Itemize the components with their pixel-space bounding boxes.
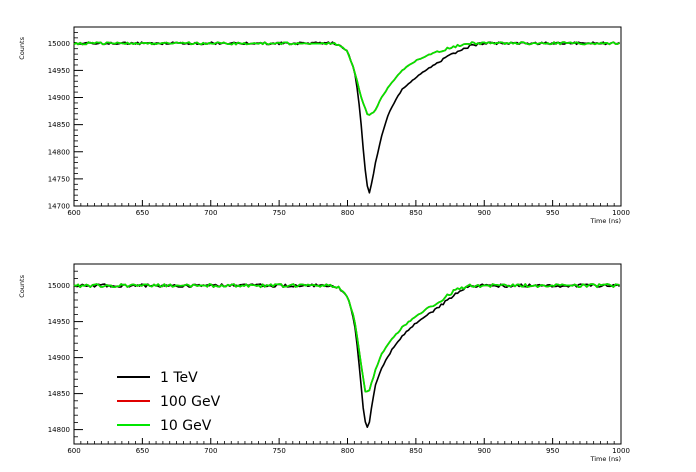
x-tick-label: 700 [204,209,217,217]
y-tick-label: 14850 [48,390,70,398]
y-tick-label: 14950 [48,318,70,326]
series-line-10-gev [73,283,620,393]
x-tick-label: 1000 [612,209,630,217]
x-tick-label: 600 [67,209,80,217]
x-tick-label: 650 [136,209,149,217]
y-axis-title: Counts [18,274,26,297]
x-tick-label: 750 [272,447,285,455]
legend-entry-label: 10 GeV [160,418,212,434]
x-tick-label: 750 [272,209,285,217]
series-line-100-gev [73,283,620,393]
series-line-10-gev [73,41,620,116]
y-tick-label: 15000 [48,282,70,290]
bottom-panel: 600 650 700 750 800 850 900 950 1000 14800 14850 14… [18,263,630,463]
x-tick-label: 600 [67,447,80,455]
y-tick-label: 14700 [48,203,70,211]
series-line-1-tev [74,41,620,194]
series-line-1-tev [73,283,621,429]
x-tick-label: 950 [546,209,559,217]
y-tick-label: 14900 [48,94,70,102]
x-tick-label: 800 [341,447,354,455]
x-tick-label: 650 [136,447,149,455]
y-tick-label: 14750 [48,175,70,183]
top-panel: 600 650 700 750 800 850 900 950 1000 14700 14750 14… [18,26,630,225]
legend-entry-label: 1 TeV [160,370,198,386]
x-tick-label: 850 [409,447,422,455]
y-tick-label: 14800 [48,148,70,156]
x-axis-title: Time (ns) [589,455,621,463]
x-tick-label: 900 [478,447,491,455]
y-tick-label: 15000 [48,40,70,48]
x-axis-title: Time (ns) [589,217,621,225]
legend: 1 TeV 100 GeV 10 GeV [117,370,221,434]
x-tick-label: 900 [478,209,491,217]
x-tick-label: 800 [341,209,354,217]
x-tick-label: 950 [546,447,559,455]
y-axis-title: Counts [18,36,26,59]
x-tick-label: 1000 [612,447,630,455]
series-line-100-gev [73,41,620,116]
plot-frame [73,263,622,445]
x-tick-label: 700 [204,447,217,455]
y-tick-label: 14800 [48,426,70,434]
y-tick-label: 14900 [48,354,70,362]
y-tick-label: 14950 [48,67,70,75]
y-tick-label: 14850 [48,121,70,129]
legend-entry-label: 100 GeV [160,394,221,410]
x-tick-label: 850 [409,209,422,217]
